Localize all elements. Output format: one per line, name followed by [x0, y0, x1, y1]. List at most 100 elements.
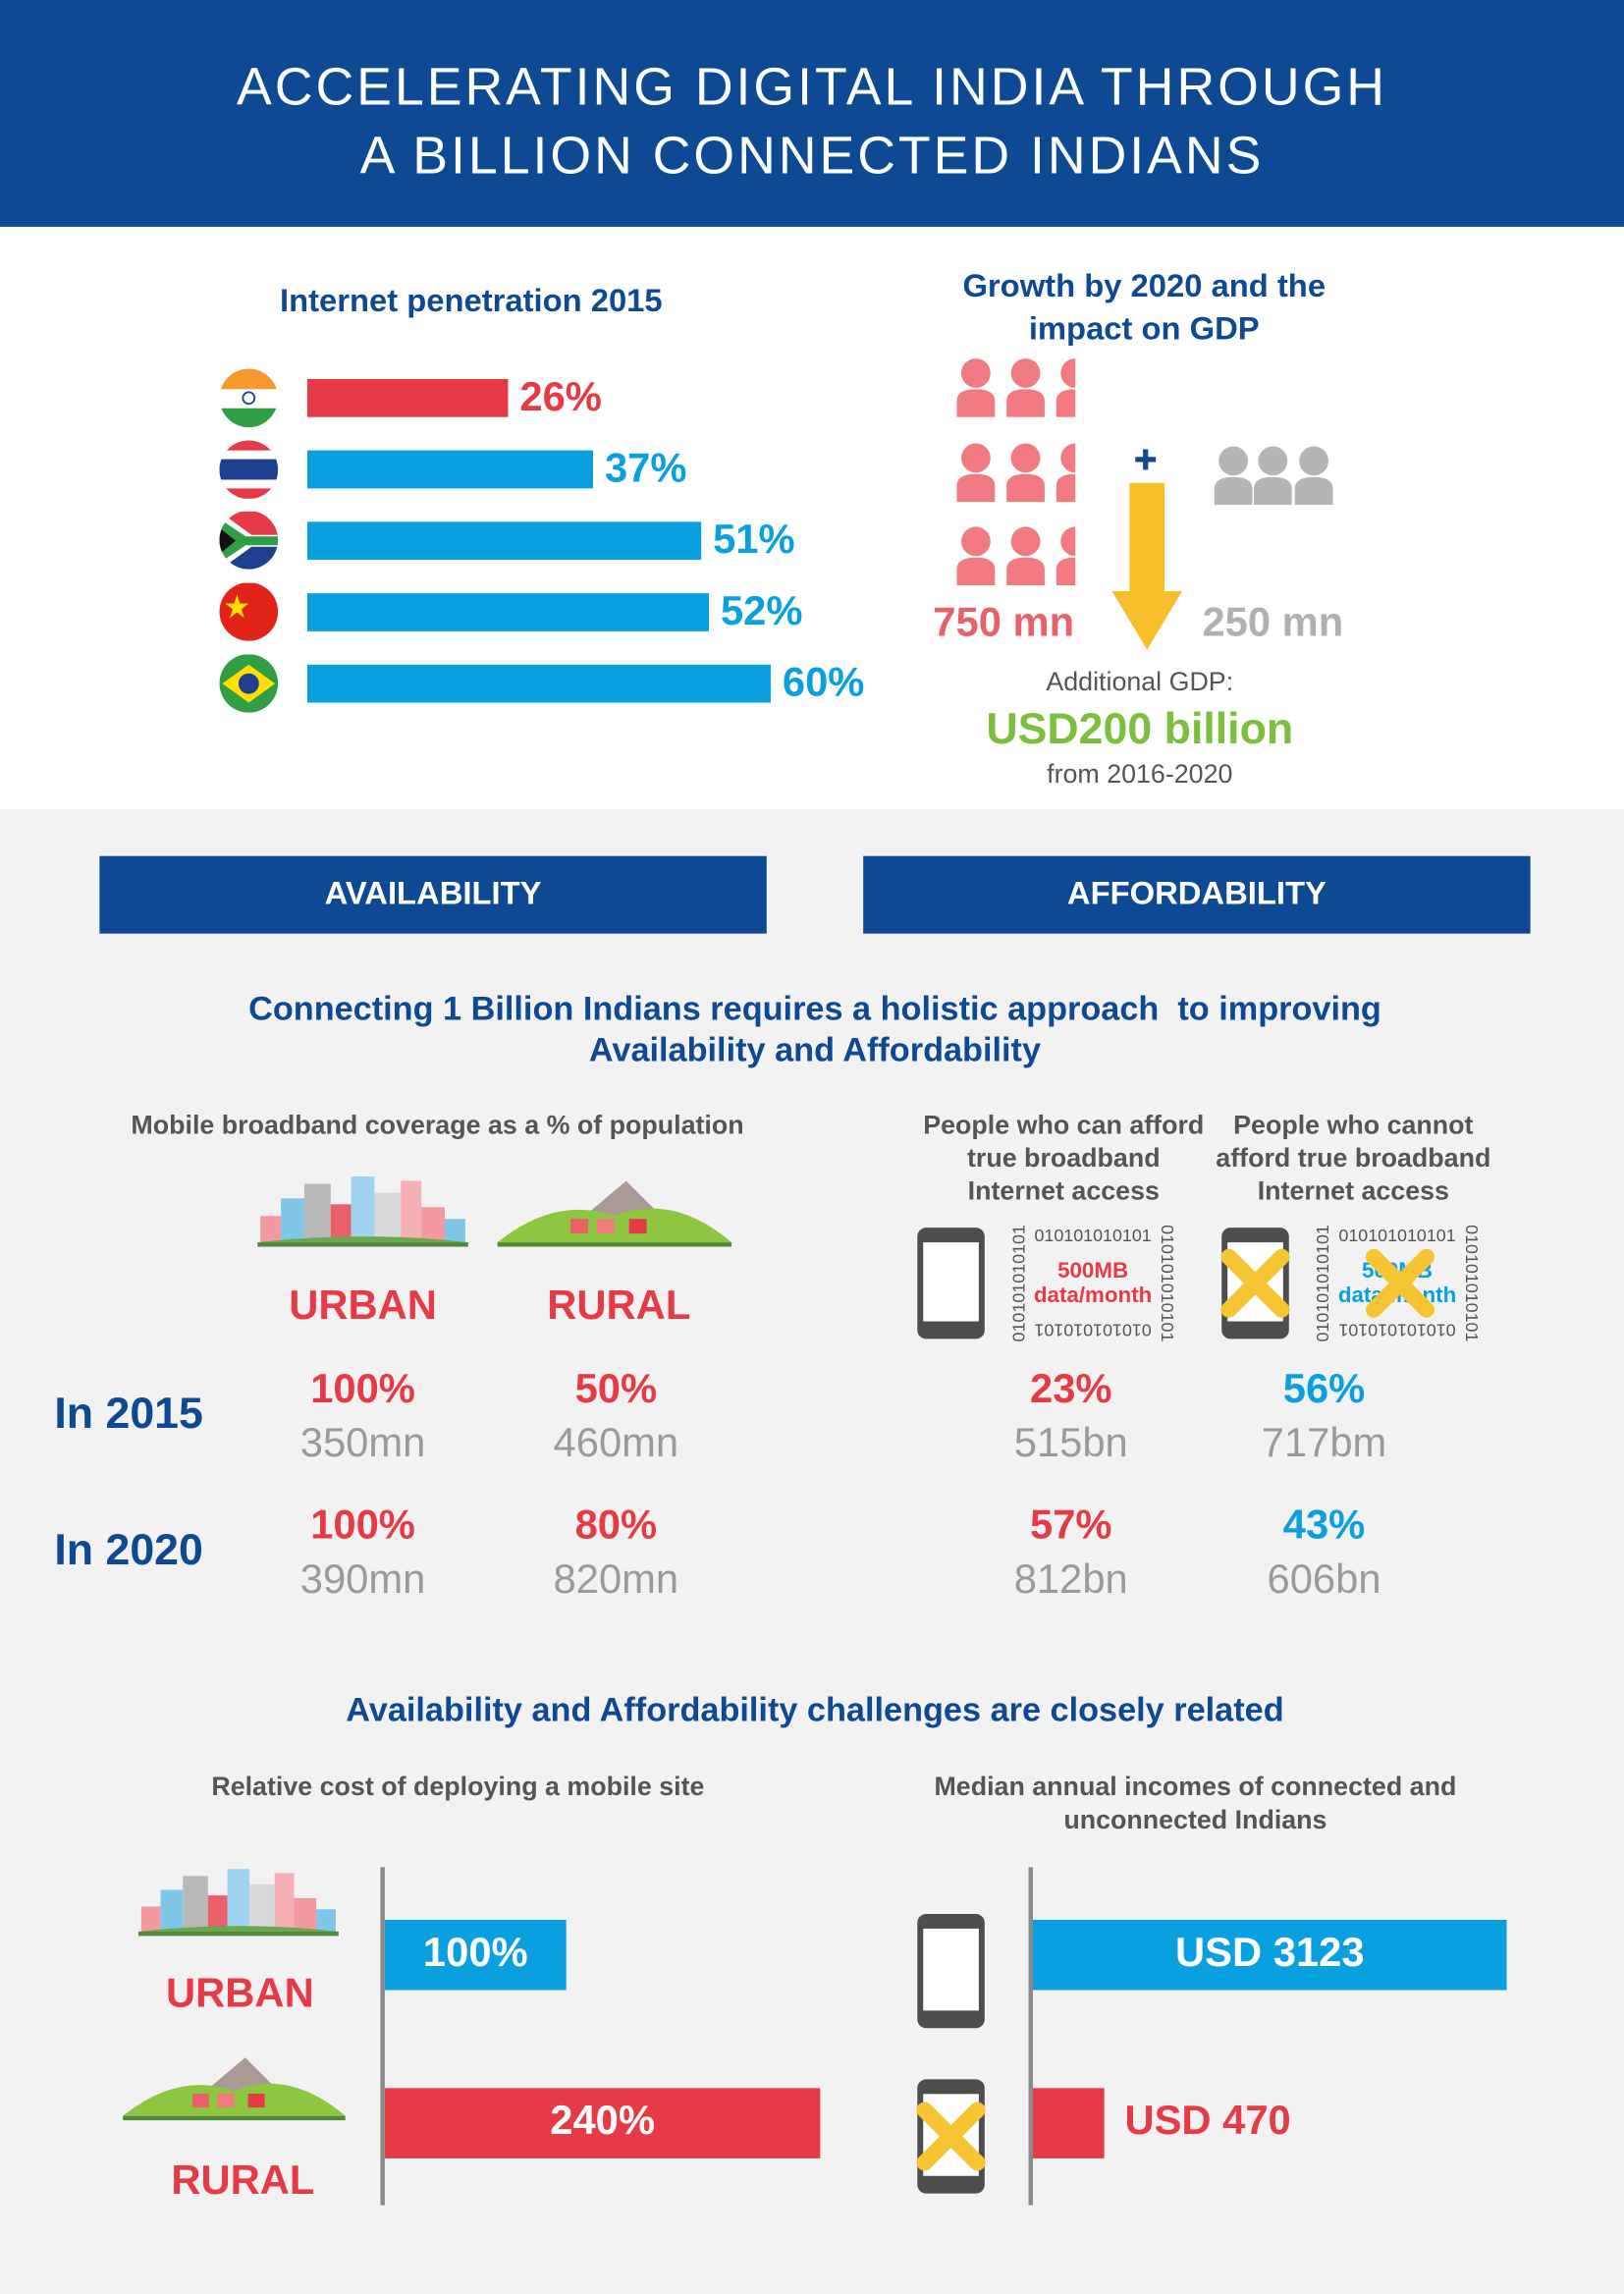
- afford-header: Internet access: [968, 1175, 1160, 1205]
- arrow-shaft: [1129, 482, 1165, 594]
- gdp-period: from 2016-2020: [1047, 759, 1232, 789]
- building: [249, 1884, 275, 1932]
- building: [207, 1895, 228, 1932]
- house: [596, 1219, 615, 1234]
- flag-part: [219, 389, 279, 409]
- person-icon: [1056, 389, 1076, 417]
- data-label: 240%: [550, 2097, 655, 2143]
- cell-percent: 23%: [1030, 1365, 1112, 1411]
- chart-title: unconnected Indians: [1063, 1805, 1326, 1834]
- binary-text: 010101010101: [1338, 1226, 1455, 1245]
- flag-part: [219, 582, 279, 641]
- data-label: 37%: [605, 445, 687, 491]
- bar: [306, 378, 509, 417]
- person-icon: [1254, 476, 1292, 506]
- afford-header: People who cannot: [1233, 1110, 1473, 1139]
- header-band: [0, 0, 1624, 227]
- building: [140, 1906, 161, 1932]
- person-icon: [1010, 443, 1041, 473]
- section-box: [99, 855, 767, 934]
- building: [260, 1216, 282, 1243]
- cell-percent: 100%: [310, 1365, 415, 1411]
- house: [570, 1219, 589, 1234]
- plan-text: data/month: [1034, 1283, 1152, 1307]
- person-icon: [1010, 526, 1041, 557]
- category-label: RURAL: [171, 2157, 314, 2203]
- flag: [219, 511, 279, 570]
- person-icon: [1006, 557, 1045, 586]
- person-icon: [1218, 446, 1249, 476]
- cell-amount: 820mn: [554, 1556, 679, 1602]
- cell-amount: 606bn: [1268, 1556, 1381, 1602]
- person-icon: [1294, 476, 1333, 506]
- bar: [1033, 2088, 1105, 2158]
- building: [274, 1873, 295, 1932]
- person-icon: [1006, 389, 1045, 417]
- bar: [384, 2088, 821, 2158]
- building: [227, 1869, 250, 1932]
- bar: [306, 521, 702, 561]
- row-label: In 2015: [54, 1390, 203, 1438]
- house: [247, 2094, 265, 2108]
- building: [316, 1909, 336, 1932]
- axis-line: [380, 1867, 385, 2206]
- afford-header: Internet access: [1258, 1175, 1449, 1205]
- building: [351, 1176, 375, 1243]
- cross-mark: [916, 2102, 986, 2171]
- flag: [219, 440, 279, 499]
- data-label: 100%: [423, 1929, 528, 1975]
- data-label: 51%: [713, 516, 795, 562]
- plan-text: 500MB: [1057, 1258, 1128, 1283]
- ground: [123, 2115, 346, 2121]
- section-title: AFFORDABILITY: [1067, 875, 1326, 911]
- cell-amount: 460mn: [554, 1419, 679, 1465]
- binary-text: 010101010101: [1008, 1225, 1028, 1341]
- phone-screen: [923, 1242, 979, 1322]
- cell-percent: 43%: [1283, 1502, 1366, 1548]
- intro-line: Connecting 1 Billion Indians requires a …: [248, 991, 1381, 1028]
- person-icon: [956, 557, 996, 586]
- building: [183, 1876, 208, 1932]
- building: [294, 1897, 317, 1932]
- top-panel: [0, 226, 1624, 810]
- cell-amount: 350mn: [300, 1419, 426, 1465]
- section-title: AVAILABILITY: [325, 875, 542, 911]
- ground: [257, 1236, 468, 1243]
- people-group: [956, 358, 1076, 586]
- bar: [306, 450, 594, 489]
- house: [628, 1219, 647, 1234]
- ground: [257, 1242, 468, 1247]
- building: [374, 1192, 402, 1243]
- person-icon: [1060, 526, 1076, 557]
- arrow-head: [1111, 590, 1182, 650]
- flag-part: [219, 527, 236, 555]
- row-label: In 2020: [54, 1526, 203, 1574]
- bar: [384, 1919, 567, 1991]
- title-line: A BILLION CONNECTED INDIANS: [360, 127, 1265, 186]
- column-header: RURAL: [547, 1282, 690, 1328]
- flag-part: [238, 673, 259, 694]
- growth-value: 750 mn: [933, 598, 1074, 644]
- afford-header: true broadband: [967, 1143, 1161, 1173]
- flag: [219, 368, 279, 428]
- person-icon: [1214, 476, 1253, 506]
- binary-text: 010101010101: [1034, 1320, 1151, 1339]
- challenges-title: Availability and Affordability challenge…: [346, 1691, 1283, 1728]
- person-icon: [1006, 473, 1045, 503]
- bottom-panel: [0, 809, 1624, 2294]
- cell-percent: 56%: [1283, 1365, 1366, 1411]
- flag-part: [242, 391, 256, 406]
- afford-header: People who can afford: [923, 1110, 1204, 1139]
- binary-text: 010101010101: [1462, 1225, 1482, 1341]
- chart-title: Relative cost of deploying a mobile site: [211, 1772, 704, 1801]
- binary-text: 010101010101: [1313, 1225, 1332, 1341]
- data-label: 26%: [519, 373, 602, 419]
- cross-mark: [1365, 1248, 1435, 1318]
- person-icon: [956, 473, 996, 503]
- axis-line: [1028, 1867, 1034, 2206]
- title-line: ACCELERATING DIGITAL INDIA THROUGH: [237, 58, 1387, 117]
- flag: [219, 654, 279, 713]
- flag-part: [219, 519, 279, 564]
